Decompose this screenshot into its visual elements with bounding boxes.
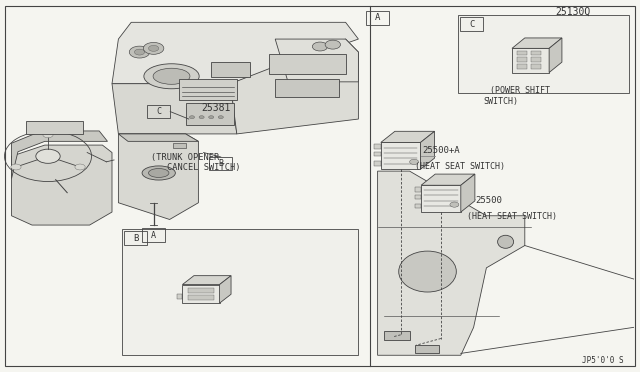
Bar [147,105,170,118]
Bar [182,285,220,303]
Text: (HEAT SEAT SWITCH): (HEAT SEAT SWITCH) [415,162,505,171]
Bar [209,157,232,170]
Bar [177,294,182,299]
Bar [179,79,237,100]
Circle shape [325,40,340,49]
Ellipse shape [153,68,190,84]
Bar [124,231,147,245]
Circle shape [148,45,159,51]
Circle shape [75,164,85,170]
Bar [517,64,527,69]
Polygon shape [182,276,231,285]
Circle shape [218,116,223,119]
Bar [517,57,527,62]
Text: (TRUNK OPENER: (TRUNK OPENER [152,153,220,161]
Circle shape [209,116,214,119]
Polygon shape [461,174,475,212]
Polygon shape [220,276,231,303]
Text: A: A [151,231,156,240]
Bar [269,54,346,74]
Polygon shape [381,131,435,142]
Bar [122,229,358,355]
Text: B: B [218,159,223,168]
Bar [211,62,250,77]
Text: JP5'0'0 S: JP5'0'0 S [582,356,624,365]
Circle shape [189,116,195,119]
Polygon shape [421,174,475,185]
Polygon shape [230,39,358,134]
Bar [460,17,483,31]
Polygon shape [275,39,358,82]
Text: C: C [156,107,161,116]
Bar [531,57,541,62]
Bar [374,152,381,156]
Bar [421,185,461,212]
Circle shape [11,164,21,170]
Ellipse shape [498,235,514,248]
Polygon shape [420,131,435,169]
Polygon shape [378,171,525,355]
Text: 25130Q: 25130Q [555,6,591,16]
Bar [517,51,527,55]
Bar [366,11,389,25]
Circle shape [410,159,419,164]
Bar [173,143,186,148]
Bar [188,288,214,293]
Bar [374,144,381,149]
Polygon shape [112,22,358,84]
Bar [275,79,339,97]
Bar [415,204,421,208]
Bar [415,345,439,353]
Circle shape [36,149,60,163]
Bar [415,187,421,192]
Text: A: A [375,13,380,22]
Bar [142,228,165,242]
Bar [186,103,234,125]
Text: B: B [133,234,138,243]
Circle shape [199,116,204,119]
Polygon shape [12,131,108,179]
Bar [381,142,420,169]
Polygon shape [118,134,198,141]
Text: (HEAT SEAT SWITCH): (HEAT SEAT SWITCH) [467,212,557,221]
Ellipse shape [144,64,199,89]
Polygon shape [12,145,112,225]
Bar [415,195,421,199]
Circle shape [143,42,164,54]
Bar [26,121,83,134]
Circle shape [312,42,328,51]
Polygon shape [112,84,237,134]
Ellipse shape [399,251,456,292]
Bar [531,51,541,55]
Ellipse shape [148,169,169,177]
Text: 25500+A: 25500+A [422,146,460,155]
Ellipse shape [142,166,175,180]
Circle shape [134,49,145,55]
Bar [384,331,410,340]
Text: SWITCH): SWITCH) [483,97,518,106]
Text: CANCEL SWITCH): CANCEL SWITCH) [167,163,240,172]
Polygon shape [549,38,562,73]
Bar [188,295,214,300]
Bar [374,161,381,166]
Circle shape [450,202,459,207]
Circle shape [129,46,150,58]
Polygon shape [512,38,562,48]
Text: 25500: 25500 [475,196,502,205]
Polygon shape [118,134,198,219]
Text: (POWER SHIFT: (POWER SHIFT [490,86,550,94]
Bar [512,48,549,73]
Bar [458,15,629,93]
Text: 25381: 25381 [202,103,231,113]
Circle shape [43,132,53,138]
Text: C: C [469,20,474,29]
Bar [531,64,541,69]
